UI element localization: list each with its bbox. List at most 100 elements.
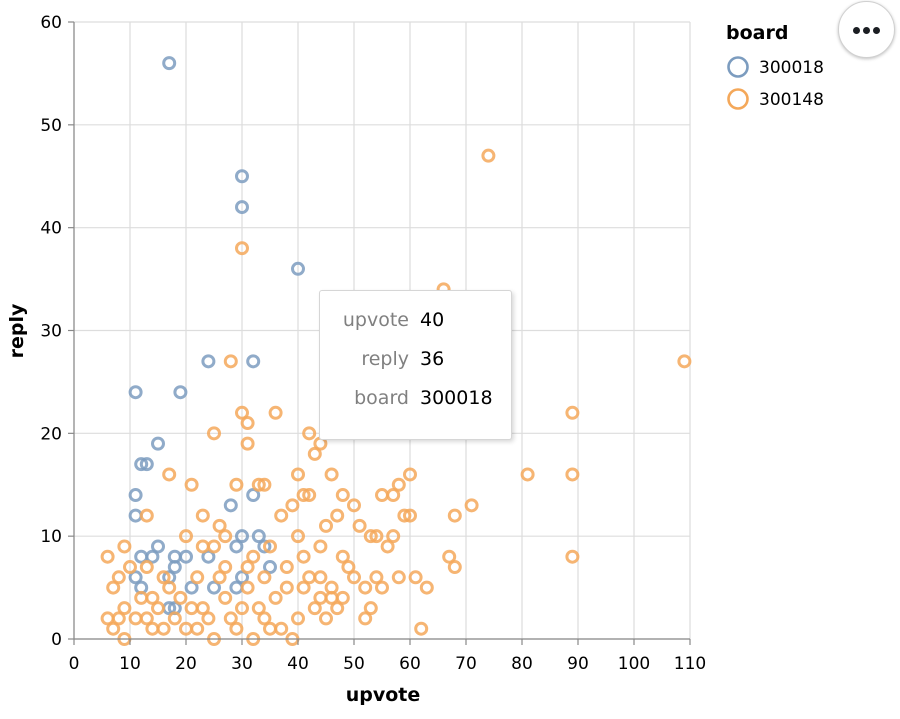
data-point[interactable] [279, 580, 294, 595]
data-point[interactable] [565, 467, 580, 482]
data-point[interactable] [358, 611, 373, 626]
data-point[interactable] [190, 621, 205, 636]
data-point[interactable] [291, 467, 305, 482]
data-point[interactable] [240, 416, 255, 431]
data-point[interactable] [229, 580, 244, 595]
data-point[interactable] [375, 580, 389, 595]
data-point[interactable] [386, 529, 401, 544]
data-point[interactable] [251, 601, 266, 616]
data-point[interactable] [296, 549, 311, 564]
data-point[interactable] [319, 611, 333, 626]
data-point[interactable] [167, 611, 182, 626]
data-point[interactable] [145, 549, 160, 564]
data-point[interactable] [184, 580, 199, 595]
data-point[interactable] [207, 539, 221, 554]
data-point[interactable] [520, 467, 535, 482]
data-point[interactable] [447, 508, 462, 523]
data-point[interactable] [419, 580, 434, 595]
data-point[interactable] [285, 498, 300, 513]
data-point[interactable] [296, 488, 311, 503]
data-point[interactable] [235, 529, 249, 544]
data-point[interactable] [363, 529, 378, 544]
data-point[interactable] [111, 570, 126, 585]
data-point[interactable] [565, 549, 580, 564]
data-point[interactable] [363, 601, 378, 616]
data-point[interactable] [268, 590, 283, 605]
data-point[interactable] [251, 477, 266, 492]
data-point[interactable] [369, 570, 384, 585]
data-point[interactable] [106, 580, 121, 595]
data-point[interactable] [229, 621, 244, 636]
data-point[interactable] [151, 539, 165, 554]
data-point[interactable] [128, 385, 143, 400]
data-point[interactable] [179, 529, 193, 544]
data-point[interactable] [335, 488, 350, 503]
data-point[interactable] [246, 488, 261, 503]
data-point[interactable] [240, 436, 255, 451]
data-point[interactable] [257, 611, 272, 626]
data-point[interactable] [179, 549, 193, 564]
more-actions-button[interactable] [838, 1, 895, 58]
data-point[interactable] [291, 529, 305, 544]
data-point[interactable] [195, 539, 210, 554]
data-point[interactable] [442, 549, 457, 564]
data-point[interactable] [246, 354, 261, 369]
data-point[interactable] [218, 590, 233, 605]
data-point[interactable] [279, 560, 294, 575]
data-point[interactable] [386, 488, 401, 503]
data-point[interactable] [397, 508, 412, 523]
data-point[interactable] [341, 560, 356, 575]
data-point[interactable] [324, 467, 339, 482]
data-point[interactable] [128, 611, 143, 626]
data-point[interactable] [162, 580, 177, 595]
data-point[interactable] [464, 498, 479, 513]
data-point[interactable] [677, 354, 692, 369]
data-point[interactable] [240, 580, 255, 595]
data-point[interactable] [162, 56, 177, 71]
data-point[interactable] [565, 405, 580, 420]
data-point[interactable] [347, 570, 361, 585]
data-point[interactable] [207, 426, 221, 441]
data-point[interactable] [274, 621, 289, 636]
data-point[interactable] [173, 590, 188, 605]
data-point[interactable] [100, 549, 115, 564]
data-point[interactable] [117, 539, 132, 554]
data-point[interactable] [235, 570, 249, 585]
data-point[interactable] [375, 488, 389, 503]
data-point[interactable] [257, 570, 272, 585]
data-point[interactable] [319, 518, 333, 533]
data-point[interactable] [156, 570, 171, 585]
data-point[interactable] [335, 549, 350, 564]
data-point[interactable] [330, 601, 345, 616]
data-point[interactable] [380, 539, 395, 554]
data-point[interactable] [173, 385, 188, 400]
data-point[interactable] [235, 601, 249, 616]
data-point[interactable] [106, 621, 121, 636]
data-point[interactable] [330, 508, 345, 523]
data-point[interactable] [117, 601, 132, 616]
data-point[interactable] [128, 508, 143, 523]
data-point[interactable] [313, 539, 328, 554]
data-point[interactable] [162, 467, 177, 482]
data-point[interactable] [291, 611, 305, 626]
data-point[interactable] [257, 477, 272, 492]
data-point[interactable] [414, 621, 429, 636]
data-point[interactable] [229, 539, 244, 554]
data-point[interactable] [139, 560, 154, 575]
data-point[interactable] [408, 570, 423, 585]
data-point[interactable] [263, 621, 277, 636]
data-point[interactable] [111, 611, 126, 626]
data-point[interactable] [235, 405, 249, 420]
data-point[interactable] [268, 405, 283, 420]
data-point[interactable] [235, 169, 249, 184]
data-point[interactable] [184, 477, 199, 492]
data-point[interactable] [302, 488, 317, 503]
data-point[interactable] [123, 560, 137, 575]
data-point[interactable] [218, 529, 233, 544]
data-point[interactable] [263, 539, 277, 554]
data-point[interactable] [156, 621, 171, 636]
data-point[interactable] [391, 477, 406, 492]
data-point[interactable] [403, 467, 417, 482]
data-point[interactable] [246, 549, 261, 564]
data-point[interactable] [139, 508, 154, 523]
